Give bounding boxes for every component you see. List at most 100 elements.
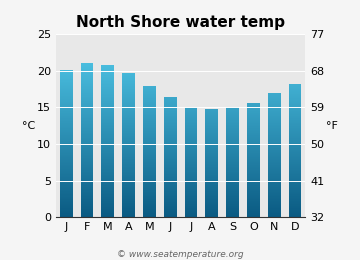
Bar bbox=[164, 116, 177, 117]
Bar bbox=[164, 166, 177, 167]
Bar bbox=[205, 194, 218, 195]
Bar bbox=[122, 177, 135, 178]
Bar bbox=[226, 152, 239, 153]
Bar bbox=[226, 197, 239, 198]
Bar bbox=[143, 180, 156, 181]
Bar bbox=[185, 120, 198, 121]
Bar bbox=[185, 129, 198, 130]
Bar bbox=[247, 118, 260, 119]
Bar bbox=[185, 196, 198, 197]
Bar bbox=[81, 85, 94, 86]
Bar bbox=[143, 122, 156, 123]
Bar bbox=[185, 112, 198, 113]
Bar bbox=[60, 74, 73, 75]
Bar bbox=[164, 148, 177, 149]
Bar bbox=[60, 184, 73, 185]
Bar bbox=[81, 214, 94, 215]
Bar bbox=[205, 110, 218, 111]
Bar bbox=[102, 146, 114, 147]
Bar bbox=[205, 211, 218, 212]
Bar bbox=[81, 93, 94, 94]
Bar bbox=[247, 198, 260, 199]
Bar bbox=[205, 207, 218, 208]
Bar bbox=[143, 153, 156, 154]
Bar bbox=[185, 188, 198, 189]
Bar bbox=[289, 156, 301, 157]
Bar bbox=[81, 188, 94, 189]
Bar bbox=[143, 132, 156, 133]
Bar bbox=[226, 163, 239, 164]
Bar bbox=[143, 118, 156, 119]
Bar bbox=[226, 128, 239, 129]
Bar bbox=[102, 116, 114, 117]
Bar bbox=[247, 201, 260, 202]
Bar bbox=[268, 160, 281, 161]
Bar bbox=[185, 211, 198, 212]
Bar bbox=[226, 211, 239, 212]
Bar bbox=[122, 110, 135, 111]
Bar bbox=[164, 164, 177, 165]
Bar bbox=[247, 136, 260, 137]
Bar bbox=[102, 89, 114, 90]
Bar bbox=[289, 98, 301, 99]
Bar bbox=[205, 155, 218, 156]
Bar bbox=[268, 158, 281, 159]
Bar bbox=[60, 209, 73, 210]
Bar bbox=[226, 111, 239, 112]
Bar bbox=[268, 116, 281, 117]
Bar bbox=[81, 159, 94, 160]
Bar bbox=[143, 125, 156, 126]
Bar bbox=[289, 205, 301, 206]
Bar bbox=[143, 93, 156, 94]
Bar bbox=[226, 129, 239, 130]
Bar bbox=[205, 156, 218, 157]
Bar bbox=[81, 205, 94, 206]
Bar bbox=[164, 186, 177, 187]
Bar bbox=[205, 166, 218, 167]
Bar bbox=[60, 203, 73, 204]
Bar bbox=[102, 164, 114, 165]
Bar bbox=[60, 145, 73, 146]
Bar bbox=[247, 197, 260, 198]
Bar bbox=[226, 113, 239, 114]
Bar bbox=[102, 108, 114, 109]
Bar bbox=[205, 160, 218, 161]
Bar bbox=[289, 200, 301, 201]
Bar bbox=[247, 149, 260, 150]
Bar bbox=[185, 159, 198, 160]
Bar bbox=[205, 190, 218, 191]
Bar bbox=[268, 113, 281, 114]
Bar bbox=[247, 132, 260, 133]
Bar bbox=[247, 109, 260, 110]
Bar bbox=[122, 111, 135, 112]
Bar bbox=[102, 121, 114, 122]
Bar bbox=[185, 160, 198, 161]
Bar bbox=[81, 201, 94, 202]
Bar bbox=[289, 99, 301, 100]
Bar bbox=[60, 149, 73, 150]
Bar bbox=[289, 170, 301, 171]
Bar bbox=[247, 187, 260, 188]
Bar bbox=[60, 194, 73, 195]
Bar bbox=[289, 90, 301, 91]
Bar bbox=[268, 173, 281, 174]
Bar bbox=[60, 207, 73, 208]
Bar bbox=[60, 78, 73, 79]
Bar bbox=[247, 179, 260, 180]
Bar bbox=[81, 208, 94, 209]
Bar bbox=[60, 192, 73, 193]
Bar bbox=[268, 168, 281, 169]
Bar bbox=[81, 182, 94, 183]
Bar bbox=[289, 144, 301, 145]
Bar bbox=[268, 106, 281, 107]
Bar bbox=[102, 103, 114, 104]
Bar bbox=[268, 177, 281, 178]
Bar bbox=[81, 166, 94, 167]
Bar bbox=[102, 151, 114, 152]
Bar bbox=[268, 215, 281, 216]
Bar bbox=[268, 132, 281, 133]
Bar bbox=[268, 172, 281, 173]
Bar bbox=[289, 140, 301, 141]
Bar bbox=[122, 138, 135, 139]
Bar bbox=[247, 152, 260, 153]
